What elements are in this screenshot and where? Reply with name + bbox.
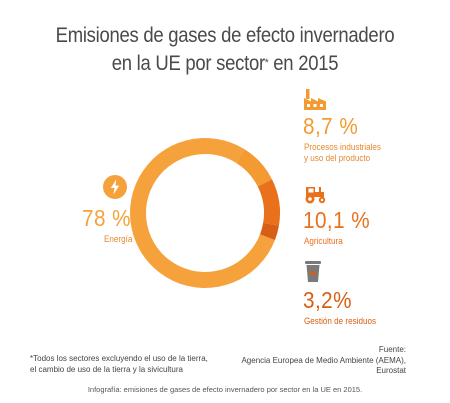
- agricultura-label: Agricultura: [304, 236, 343, 246]
- image-caption: Infografía: emisiones de gases de efecto…: [87, 385, 363, 394]
- title-line-1: Emisiones de gases de efecto invernadero: [55, 24, 395, 47]
- agricultura-value: 10,1 %: [303, 207, 371, 233]
- energia-value: 78 %: [82, 205, 131, 231]
- source-line-2: Agencia Europea de Medio Ambiente (AEMA)…: [241, 355, 406, 365]
- procesos-value: 8,7 %: [303, 113, 359, 139]
- source: Fuente: Agencia Europea de Medio Ambient…: [241, 345, 406, 377]
- source-line-3: Eurostat: [376, 366, 406, 375]
- residuos-label: Gestión de residuos: [304, 316, 377, 326]
- energia-label: Energía: [104, 234, 133, 244]
- title-line-2: en la UE por sector* en 2015: [27, 50, 423, 78]
- footnote-line-1: *Todos los sectores excluyendo el uso de…: [30, 354, 208, 363]
- trash-bin-icon: [305, 261, 321, 282]
- residuos-value: 3,2%: [303, 287, 352, 313]
- procesos-label-line-2: y uso del producto: [304, 153, 371, 163]
- footnote: *Todos los sectores excluyendo el uso de…: [30, 354, 208, 375]
- footnote-line-2: el cambio de uso de la tierra y la sivic…: [30, 364, 183, 374]
- source-line-1: Fuente:: [378, 345, 406, 354]
- slice-residuos: [260, 222, 279, 241]
- title-footnote-marker: *: [264, 57, 269, 69]
- procesos-label-line-1: Procesos industriales: [304, 142, 381, 152]
- title-line-2-text: en la UE por sector: [111, 52, 265, 75]
- tractor-icon: [305, 187, 326, 204]
- title-line-2-end: en 2015: [268, 52, 339, 75]
- factory-icon: [304, 89, 326, 110]
- chart-title: Emisiones de gases de efecto invernadero…: [27, 22, 423, 78]
- slice-agricultura: [257, 179, 280, 226]
- procesos-label: Procesos industriales y uso del producto: [304, 142, 381, 164]
- slice-procesos: [236, 149, 273, 187]
- lightning-icon: [103, 175, 127, 199]
